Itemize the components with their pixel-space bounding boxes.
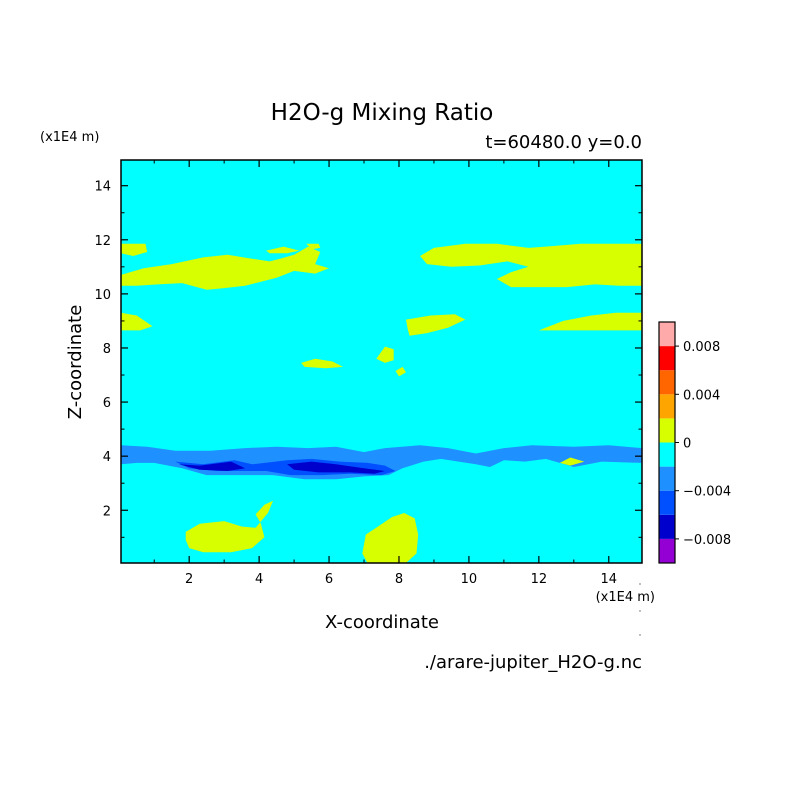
contour-region-11 bbox=[395, 366, 406, 377]
contour-region-1 bbox=[121, 243, 148, 256]
y-tick-label: 10 bbox=[94, 288, 111, 303]
colorbar-swatch-5 bbox=[659, 442, 675, 467]
x-tick-label: 6 bbox=[325, 572, 333, 587]
colorbar-swatch-3 bbox=[659, 490, 675, 515]
colorbar-swatch-1 bbox=[659, 538, 675, 563]
x-tick-label: 8 bbox=[395, 572, 403, 587]
y-tick-label: 8 bbox=[103, 342, 111, 357]
colorbar-swatch-8 bbox=[659, 370, 675, 395]
contour-region-6 bbox=[121, 312, 153, 331]
y-tick-label: 14 bbox=[94, 180, 111, 195]
dot-mark-2: ˙ bbox=[638, 610, 643, 621]
chart-subtitle: t=60480.0 y=0.0 bbox=[485, 132, 642, 153]
colorbar-tick-label: 0 bbox=[683, 437, 691, 452]
contour-region-15 bbox=[178, 461, 246, 471]
x-tick-label: 2 bbox=[185, 572, 193, 587]
contour-regions bbox=[121, 243, 642, 563]
plot-area: 2 4 6 8 10 12 14 2 4 6 8 10 12 14 bbox=[94, 159, 643, 587]
y-unit-label: (x1E4 m) bbox=[40, 130, 99, 145]
colorbar-swatch-9 bbox=[659, 346, 675, 371]
x-tick-label: 12 bbox=[531, 572, 548, 587]
y-axis-label: Z-coordinate bbox=[65, 305, 86, 420]
contour-region-7 bbox=[538, 312, 642, 331]
chart-title: H2O-g Mixing Ratio bbox=[271, 100, 494, 126]
colorbar-swatch-4 bbox=[659, 466, 675, 491]
colorbar-tick-label: −0.008 bbox=[683, 533, 731, 548]
plot-frame bbox=[120, 159, 643, 564]
x-tick-label: 14 bbox=[601, 572, 618, 587]
colorbar-tick-label: −0.004 bbox=[683, 485, 731, 500]
contour-region-18 bbox=[362, 513, 419, 563]
colorbar-tick-label: 0.008 bbox=[683, 340, 720, 355]
contour-region-8 bbox=[406, 314, 466, 336]
source-file-label: ./arare-jupiter_H2O-g.nc bbox=[424, 652, 642, 673]
contour-region-16 bbox=[287, 461, 385, 474]
contour-region-13 bbox=[559, 457, 585, 466]
colorbar-swatch-7 bbox=[659, 394, 675, 419]
contour-region-17 bbox=[185, 500, 274, 553]
x-axis-label: X-coordinate bbox=[325, 612, 439, 633]
axis-ticks: 2 4 6 8 10 12 14 2 4 6 8 10 12 14 bbox=[94, 160, 642, 587]
colorbar-swatch-10 bbox=[659, 322, 675, 347]
contour-region-3 bbox=[266, 246, 300, 254]
colorbar: 0.008 0.004 0 −0.004 −0.008 bbox=[658, 321, 731, 564]
contour-region-5 bbox=[420, 243, 642, 288]
contour-region-4 bbox=[306, 243, 321, 250]
y-tick-label: 4 bbox=[103, 450, 111, 465]
y-tick-label: 2 bbox=[103, 504, 111, 519]
colorbar-tick-label: 0.004 bbox=[683, 388, 720, 403]
x-tick-label: 10 bbox=[461, 572, 478, 587]
dot-mark-1: ˙ bbox=[638, 583, 643, 594]
x-tick-label: 4 bbox=[255, 572, 263, 587]
x-unit-label: (x1E4 m) bbox=[596, 590, 655, 605]
contour-region-10 bbox=[376, 346, 394, 363]
contour-region-2 bbox=[121, 246, 330, 290]
dot-mark-3: ˙ bbox=[638, 634, 643, 645]
y-tick-label: 6 bbox=[103, 396, 111, 411]
contour-region-9 bbox=[301, 358, 343, 369]
plot-background bbox=[121, 160, 642, 563]
colorbar-swatch-6 bbox=[659, 418, 675, 443]
y-tick-label: 12 bbox=[94, 234, 111, 249]
colorbar-swatch-2 bbox=[659, 514, 675, 539]
